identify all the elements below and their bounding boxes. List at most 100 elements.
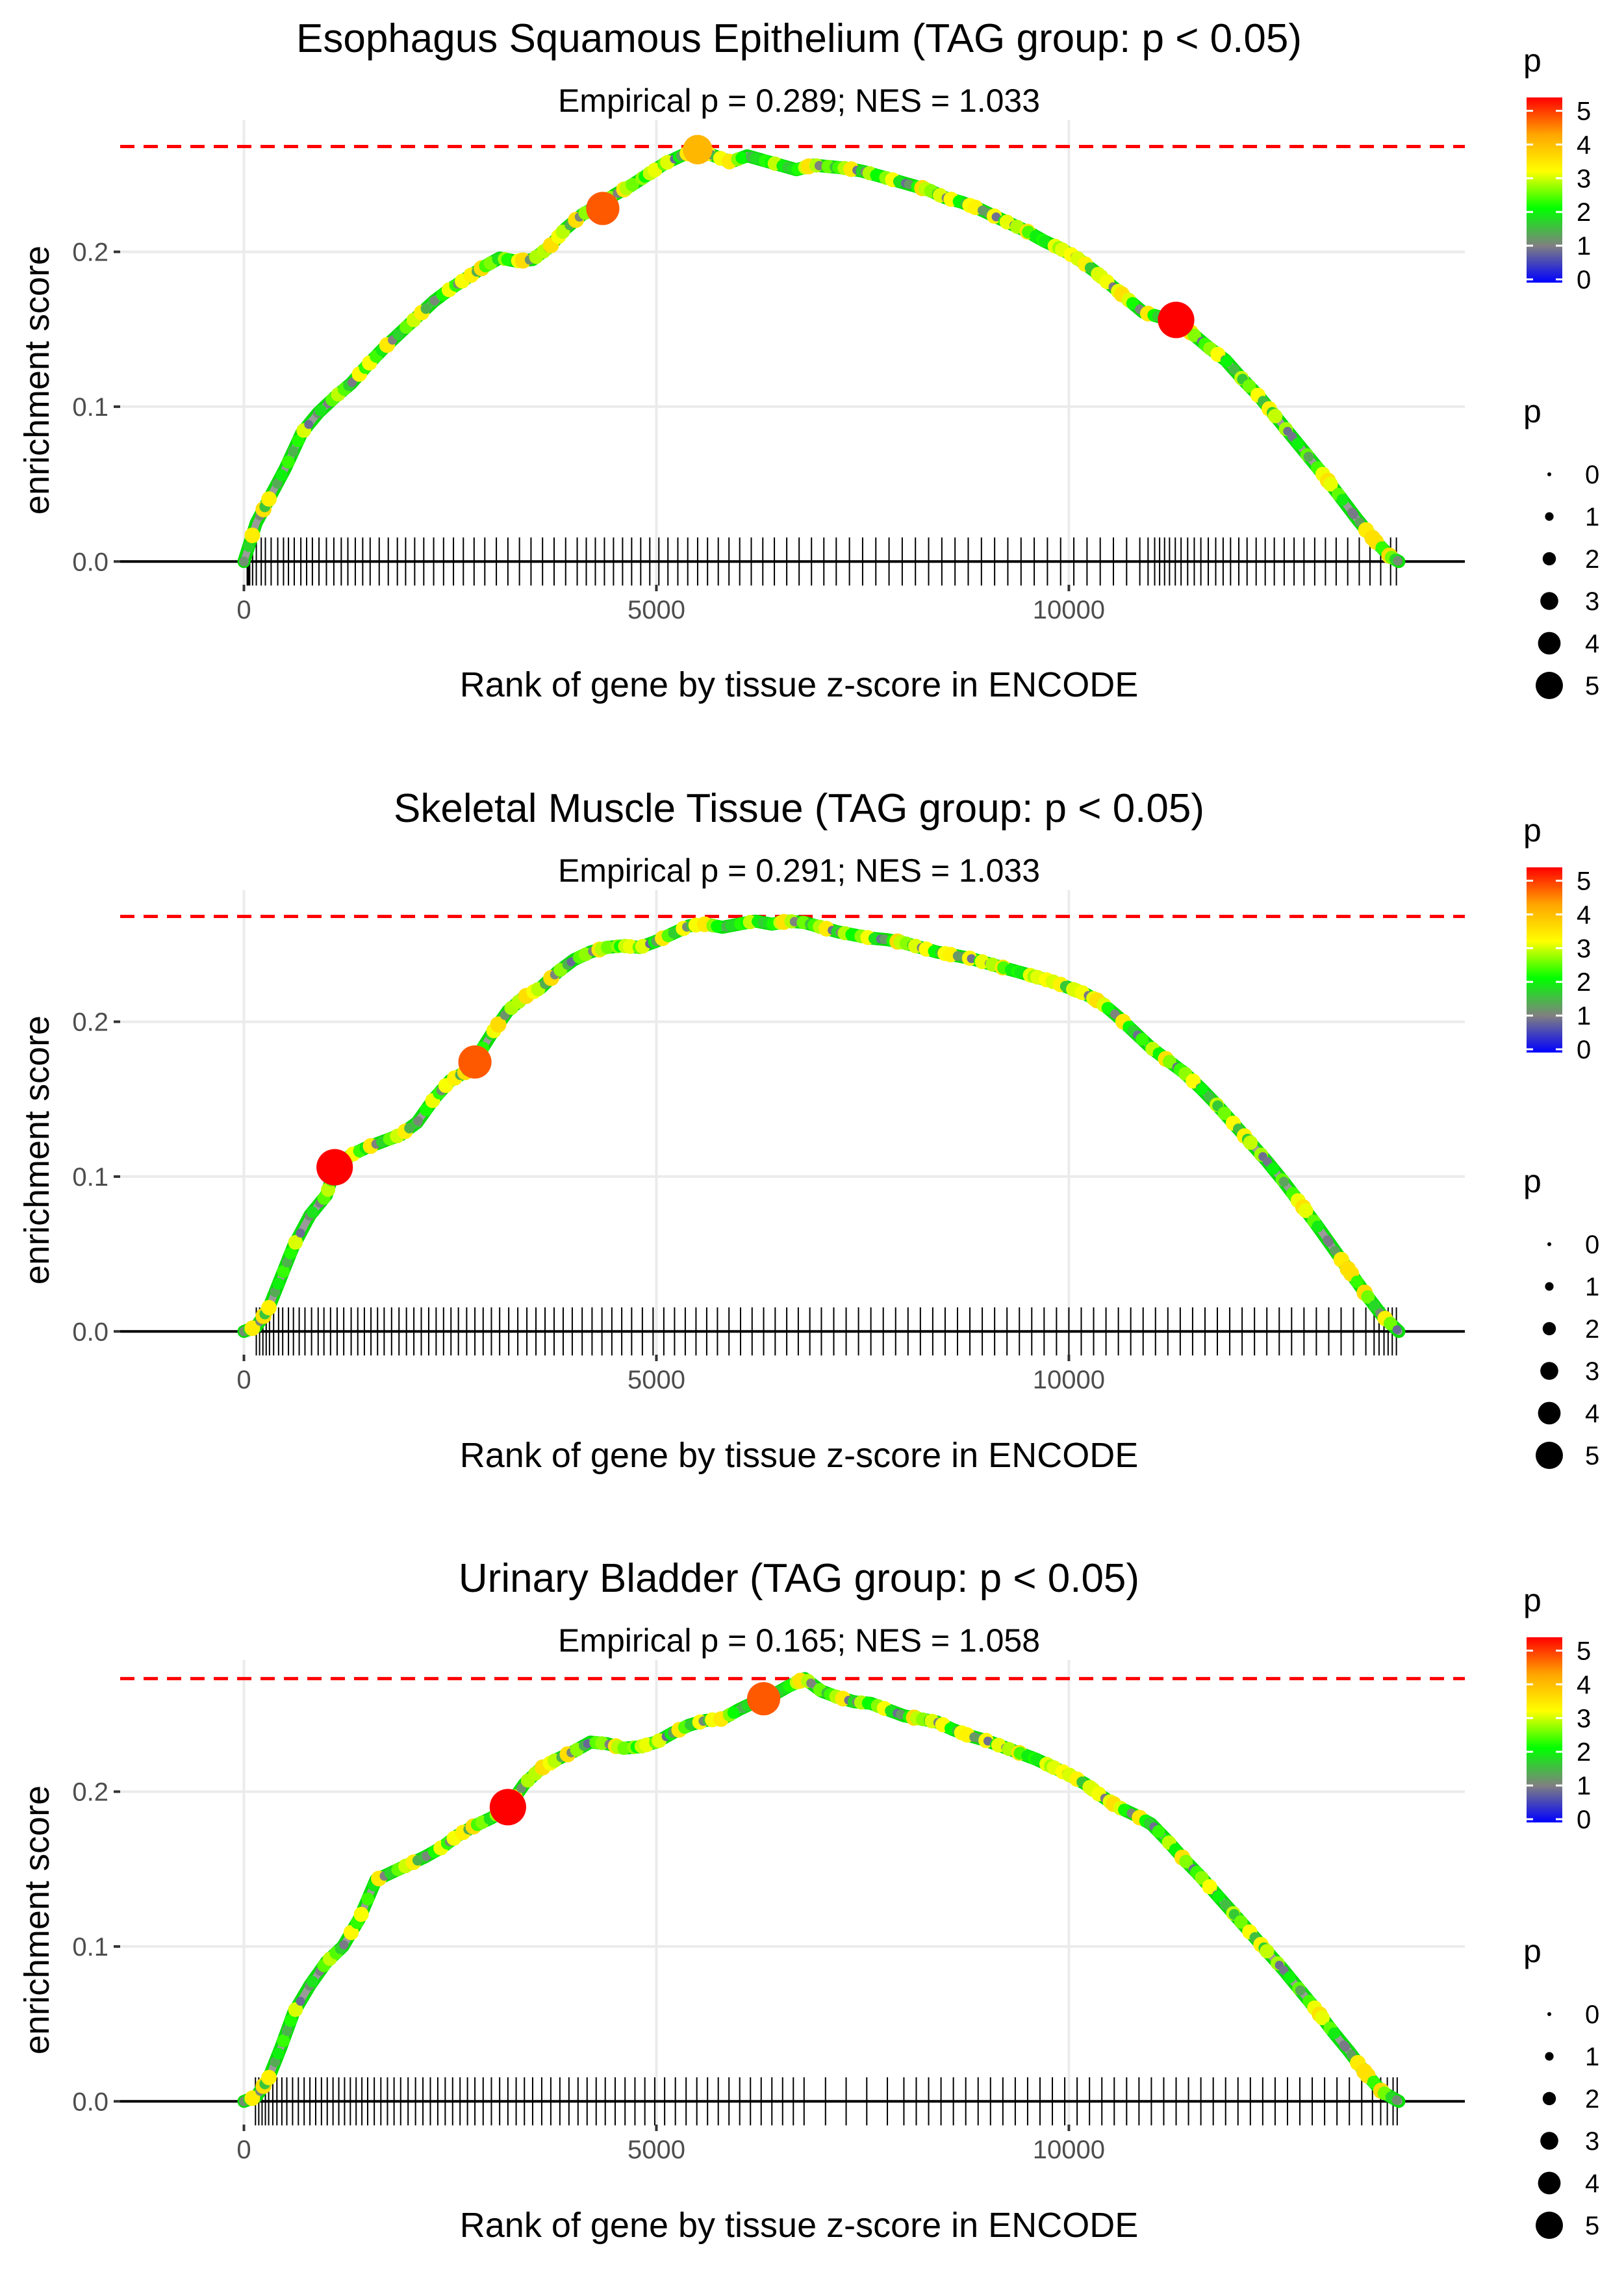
- panel-1-x-label: Rank of gene by tissue z-score in ENCODE: [460, 665, 1138, 704]
- panel-3-gene-point: [1315, 2010, 1330, 2026]
- panel-3-y-label: enrichment score: [18, 1785, 57, 2054]
- panel-2-highlight-point-1: [458, 1045, 492, 1079]
- panel-1-x-tick-label-2: 10000: [1033, 596, 1105, 624]
- panel-2-size-label-5: 5: [1585, 1442, 1599, 1470]
- panel-3-gene-point: [261, 2069, 277, 2086]
- panel-1-title: Esophagus Squamous Epithelium (TAG group…: [296, 16, 1302, 61]
- panel-1-gene-point: [292, 434, 305, 448]
- panel-3-size-key-0: [1547, 2012, 1551, 2016]
- panel-2-gene-point: [1195, 1083, 1208, 1095]
- panel-2-color-legend-title: p: [1523, 812, 1542, 849]
- panel-1-size-label-5: 5: [1585, 672, 1599, 700]
- panel-3-gene-point: [1391, 2095, 1402, 2105]
- panel-1-gene-point: [347, 377, 357, 387]
- panel-3-size-label-4: 4: [1585, 2169, 1599, 2198]
- panel-3-gene-point: [1212, 1890, 1224, 1903]
- panel-2-color-tick-label-4: 4: [1577, 901, 1591, 929]
- panel-3-size-label-3: 3: [1585, 2127, 1599, 2156]
- panel-3-color-tick-label-0: 0: [1577, 1806, 1591, 1834]
- panel-3-color-legend-title: p: [1523, 1582, 1542, 1618]
- panel-3-y-tick-label-0: 0.0: [72, 2088, 108, 2116]
- panel-1-y-axis: 0.0 0.1 0.2: [72, 238, 120, 576]
- panel-1-gene-point: [735, 151, 748, 164]
- panel-3-color-tick-label-4: 4: [1577, 1670, 1591, 1699]
- panel-3-gene-point: [244, 2090, 260, 2106]
- panel-3-gene-point: [806, 1678, 816, 1688]
- panel-2-gene-point: [1267, 1162, 1280, 1175]
- panel-2-size-key-2: [1542, 1322, 1556, 1336]
- panel-1-color-legend-title: p: [1523, 42, 1542, 79]
- panel-1-x-tick-label-0: 0: [236, 596, 251, 624]
- panel-2-y-tick-label-2: 0.2: [72, 1008, 108, 1037]
- panel-3-highlight-point-1: [746, 1682, 781, 1716]
- panel-3-y-tick-label-2: 0.2: [72, 1778, 108, 1807]
- panel-1-size-key-1: [1545, 512, 1554, 521]
- panel-1-gene-point: [239, 556, 249, 567]
- panel-1-gene-point: [261, 491, 277, 507]
- panel-3-gene-point: [727, 1706, 740, 1719]
- panel-3-gene-point: [353, 1906, 369, 1923]
- panel-1-x-tick-label-1: 5000: [628, 596, 685, 624]
- panel-1-gene-point: [1393, 556, 1403, 566]
- panel-2-gene-point: [711, 920, 724, 932]
- panel-2-y-label: enrichment score: [18, 1016, 57, 1284]
- panel-3-gene-point: [1152, 1825, 1165, 1838]
- panel-1-size-label-2: 2: [1585, 545, 1599, 574]
- panel-3-gene-point: [307, 1976, 318, 1988]
- panel-1-size-key-0: [1547, 472, 1551, 476]
- panel-1-gene-point: [1349, 509, 1358, 519]
- panel-3-x-label: Rank of gene by tissue z-score in ENCODE: [460, 2206, 1138, 2245]
- panel-3-size-key-2: [1542, 2091, 1556, 2106]
- panel-3-gene-point: [288, 2002, 303, 2017]
- panel-3-title: Urinary Bladder (TAG group: p < 0.05): [459, 1556, 1139, 1601]
- panel-2-x-tick-label-0: 0: [236, 1366, 251, 1394]
- panel-2-legend: p 0 1 2 3 4 5 p 0 1 2 3 4 5: [1523, 812, 1599, 1470]
- panel-3-gene-point: [1220, 1899, 1232, 1910]
- panel-3: Urinary Bladder (TAG group: p < 0.05) Em…: [18, 1556, 1465, 2245]
- panel-1-points: [239, 134, 1403, 567]
- panel-1-color-tick-label-4: 4: [1577, 131, 1591, 159]
- panel-3-y-axis: 0.0 0.1 0.2: [72, 1778, 120, 2116]
- panel-2-gene-point: [261, 1299, 277, 1316]
- panel-3-gene-point: [361, 1892, 375, 1906]
- panel-1-gene-point: [1242, 379, 1256, 393]
- panel-1-x-axis: 0 5000 10000: [236, 585, 1105, 624]
- panel-1-color-tick-label-1: 1: [1577, 232, 1591, 261]
- panel-1-color-tick-label-3: 3: [1577, 164, 1591, 193]
- panel-1-size-legend-title: p: [1523, 393, 1542, 429]
- panel-1-gene-point: [243, 541, 255, 552]
- panel-1-y-tick-label-1: 0.1: [72, 393, 108, 422]
- panel-3-color-bar: [1527, 1637, 1562, 1822]
- panel-2-gene-point: [1217, 1106, 1232, 1120]
- panel-3-gene-point: [281, 2025, 292, 2036]
- panel-3-y-tick-label-1: 0.1: [72, 1933, 108, 1961]
- panel-1-gene-point: [281, 455, 295, 468]
- panel-1-legend: p 0 1 2 3 4 5 p 0 1 2 3 4 5: [1523, 42, 1599, 700]
- panel-1-subtitle: Empirical p = 0.289; NES = 1.033: [558, 83, 1040, 119]
- legends: p 0 1 2 3 4 5 p 0 1 2 3 4 5 p 0 1 2 3 4 5 p 0 1 2 3 4 5 p 0 1 2 3 4 5 p 0 1 2 3…: [1523, 42, 1599, 2240]
- panel-2-gene-point: [288, 1234, 303, 1250]
- panel-1-gene-point: [392, 329, 404, 340]
- panel-3-size-label-1: 1: [1585, 2043, 1599, 2071]
- panel-2-color-tick-label-3: 3: [1577, 934, 1591, 963]
- panel-2-title: Skeletal Muscle Tissue (TAG group: p < 0…: [394, 786, 1204, 831]
- panel-3-x-axis: 0 5000 10000: [236, 2125, 1105, 2164]
- panel-2-y-axis: 0.0 0.1 0.2: [72, 1008, 120, 1346]
- panel-2-size-legend-title: p: [1523, 1163, 1542, 1199]
- panel-1-barcode: [246, 537, 1397, 586]
- panel-1-size-label-3: 3: [1585, 587, 1599, 616]
- panel-2-gene-point: [1361, 1290, 1375, 1304]
- panel-3-legend: p 0 1 2 3 4 5 p 0 1 2 3 4 5: [1523, 1582, 1599, 2240]
- panel-3-gene-point: [272, 2047, 285, 2060]
- panel-1-gene-point: [1291, 437, 1304, 450]
- panel-2-gene-point: [1278, 1177, 1289, 1187]
- panel-2-size-key-1: [1545, 1282, 1554, 1291]
- panel-2-gene-point: [490, 1016, 507, 1033]
- panel-3-gene-point: [277, 2034, 290, 2048]
- panel-1-highlight-point-0: [586, 192, 620, 225]
- panel-1-highlight-point-1: [683, 134, 713, 164]
- panel-2-y-tick-label-0: 0.0: [72, 1318, 108, 1346]
- panel-2-points: [239, 913, 1402, 1336]
- panel-3-size-label-2: 2: [1585, 2085, 1599, 2114]
- panel-2-size-label-3: 3: [1585, 1357, 1599, 1386]
